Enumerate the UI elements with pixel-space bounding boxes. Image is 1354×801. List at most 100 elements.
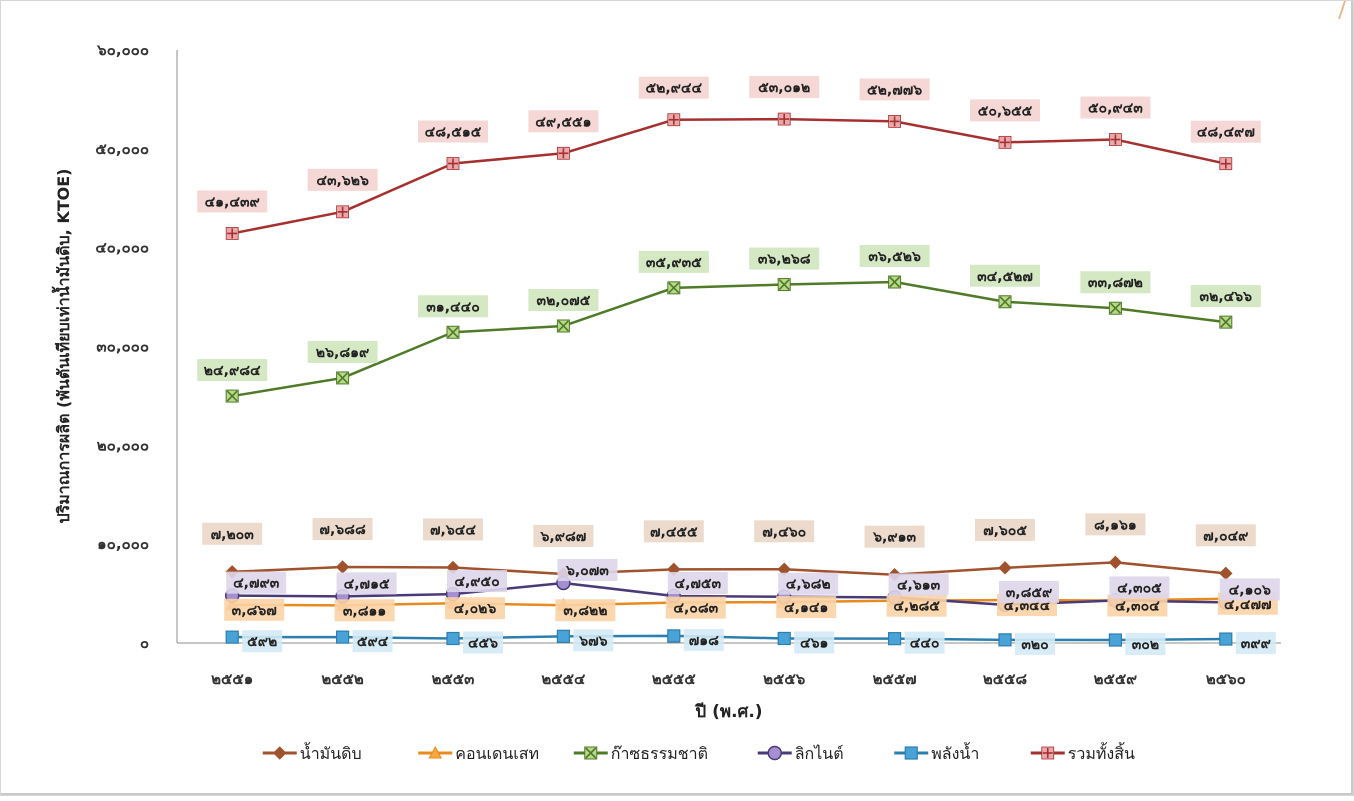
data-label: ๔๘,๔๙๗ bbox=[1197, 125, 1255, 141]
data-label: ๔,๖๘๒ bbox=[786, 577, 831, 593]
data-label-bg bbox=[778, 572, 839, 595]
data-label-bg bbox=[1085, 513, 1146, 536]
data-label: ๔๔๐ bbox=[910, 636, 940, 652]
data-label-bg bbox=[665, 596, 726, 619]
data-label-bg bbox=[312, 518, 373, 541]
data-label: ๓๓,๘๗๒ bbox=[1088, 275, 1143, 291]
data-point-marker bbox=[887, 632, 902, 646]
y-tick-label: ๐ bbox=[140, 634, 149, 652]
data-label: ๖,๙๑๓ bbox=[872, 530, 916, 546]
data-label-bg bbox=[749, 76, 820, 99]
legend-marker bbox=[428, 745, 443, 759]
data-point-marker bbox=[777, 631, 791, 646]
data-label-bg bbox=[202, 522, 263, 545]
data-label: ๕๒,๗๗๖ bbox=[867, 82, 922, 98]
data-label: ๔,๐๒๖ bbox=[454, 601, 497, 617]
data-label: ๔๙,๕๕๑ bbox=[535, 114, 591, 130]
data-label-bg bbox=[1190, 120, 1261, 143]
data-label-bg bbox=[307, 168, 378, 191]
y-tick-label: ๑๐,๐๐๐ bbox=[97, 535, 149, 553]
data-label-bg bbox=[1125, 633, 1166, 656]
data-label-bg bbox=[864, 525, 925, 548]
data-point-marker bbox=[556, 319, 570, 333]
data-label: ๒๔,๙๘๔ bbox=[204, 363, 261, 379]
data-label: ๓,๘๒๒ bbox=[563, 603, 607, 619]
data-label: ๗,๖๘๘ bbox=[319, 522, 366, 538]
legend-label: รวมทั้งสิ้น bbox=[1068, 742, 1135, 763]
data-label: ๔๘,๕๑๕ bbox=[425, 125, 482, 141]
data-label-bg bbox=[776, 596, 837, 619]
data-label-bg bbox=[888, 573, 949, 596]
data-point-marker bbox=[446, 157, 460, 170]
data-label: ๗,๖๐๕ bbox=[983, 523, 1027, 539]
data-label: ๔,๗๕๓ bbox=[674, 576, 721, 592]
data-label: ๔,๐๘๓ bbox=[673, 601, 718, 617]
data-label: ๗๑๘ bbox=[689, 633, 719, 649]
legend-label: ก๊าซธรรมชาติ bbox=[611, 744, 708, 763]
legend-item: ลิกไนต์ bbox=[757, 744, 844, 763]
data-point-marker bbox=[225, 227, 239, 240]
data-label: ๓๑,๔๔๐ bbox=[426, 299, 480, 315]
y-tick-label: ๔๐,๐๐๐ bbox=[95, 239, 149, 257]
data-label-bg bbox=[794, 631, 835, 654]
data-label-bg bbox=[533, 524, 594, 547]
data-label-bg bbox=[445, 597, 505, 620]
legend-item: ก๊าซธรรมชาติ bbox=[573, 744, 708, 763]
data-label-bg bbox=[754, 520, 815, 543]
data-point-marker bbox=[998, 295, 1012, 309]
data-label-bg bbox=[1109, 576, 1170, 599]
data-point-marker bbox=[446, 325, 460, 339]
data-label: ๕๒,๙๔๔ bbox=[646, 81, 703, 97]
x-tick-label: ๒๕๕๑ bbox=[211, 670, 253, 688]
data-point-marker bbox=[888, 275, 902, 289]
data-label-bg bbox=[557, 558, 618, 581]
legend-item: น้ำมันดิบ bbox=[262, 742, 362, 763]
legend-label: ลิกไนต์ bbox=[795, 744, 844, 763]
data-label-bg bbox=[638, 250, 709, 273]
data-point-marker bbox=[336, 205, 350, 219]
x-tick-label: ๒๕๕๒ bbox=[321, 670, 364, 688]
data-label: ๔,๓๐๔ bbox=[1115, 598, 1160, 614]
data-label-bg bbox=[197, 359, 268, 382]
data-point-marker bbox=[1219, 632, 1233, 646]
legend-item: พลังน้ำ bbox=[894, 742, 979, 763]
series-line-2 bbox=[231, 280, 1226, 398]
x-tick-label: ๒๕๕๘ bbox=[983, 670, 1028, 688]
series-line-4 bbox=[232, 634, 1226, 642]
legend-item: คอนเดนเสท bbox=[418, 744, 539, 763]
legend-label: น้ำมันดิบ bbox=[300, 742, 362, 763]
data-point-marker bbox=[998, 135, 1012, 149]
data-label-bg bbox=[975, 518, 1035, 541]
data-label: ๓๐๒ bbox=[1132, 637, 1159, 653]
x-tick-label: ๒๕๖๐ bbox=[1206, 670, 1246, 688]
x-axis-title: ปี (พ.ศ.) bbox=[695, 701, 763, 722]
data-label-bg bbox=[528, 110, 599, 133]
data-point-marker bbox=[1108, 555, 1123, 570]
data-label: ๓,๘๑๑ bbox=[343, 603, 386, 619]
data-label: ๔,๙๕๐ bbox=[454, 574, 499, 590]
data-point-marker bbox=[1108, 301, 1122, 315]
y-tick-label: ๒๐,๐๐๐ bbox=[97, 436, 149, 454]
data-label: ๕๙๔ bbox=[357, 634, 389, 650]
data-label: ๗,๖๔๔ bbox=[430, 522, 476, 538]
data-label-bg bbox=[970, 99, 1040, 122]
data-label: ๖,๐๗๓ bbox=[565, 563, 609, 579]
legend-marker bbox=[273, 746, 287, 760]
data-point-marker bbox=[336, 630, 350, 644]
x-tick-label: ๒๕๕๙ bbox=[1094, 670, 1138, 688]
data-label: ๖๗๖ bbox=[578, 633, 607, 649]
data-label: ๗,๐๔๙ bbox=[1203, 528, 1248, 544]
data-label-bg bbox=[886, 594, 947, 617]
data-label: ๖,๙๘๗ bbox=[540, 529, 587, 545]
data-label: ๓๒,๔๖๖ bbox=[1200, 289, 1253, 305]
data-label: ๔,๑๔๑ bbox=[784, 600, 828, 616]
y-tick-label: ๕๐,๐๐๐ bbox=[95, 140, 149, 158]
data-label: ๔,๑๐๖ bbox=[1229, 582, 1271, 598]
data-point-marker bbox=[667, 281, 681, 295]
data-label-bg bbox=[463, 631, 503, 654]
data-label-bg bbox=[1190, 285, 1261, 308]
data-label-bg bbox=[1235, 632, 1276, 655]
data-label-bg bbox=[226, 571, 287, 594]
series-line-0 bbox=[232, 561, 1226, 576]
legend-marker bbox=[1041, 746, 1055, 760]
